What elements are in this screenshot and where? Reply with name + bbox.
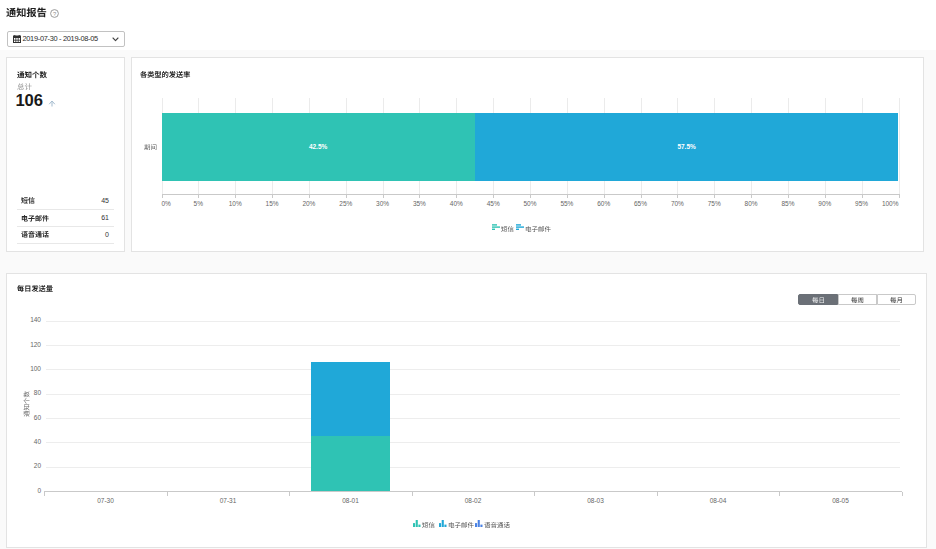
svg-text:?: ? [52,11,56,17]
